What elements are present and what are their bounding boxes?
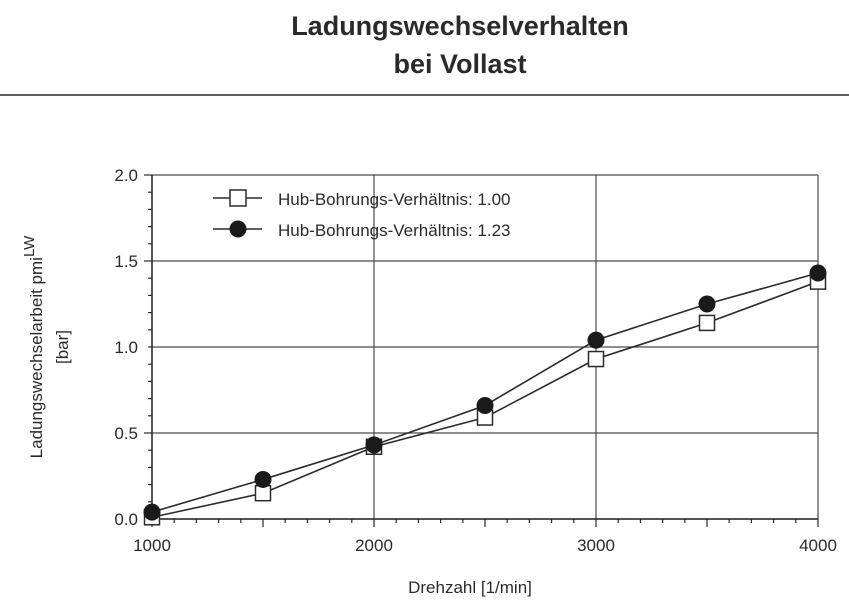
x-axis-label: Drehzahl [1/min] <box>408 578 532 597</box>
data-point-filled-circle <box>476 396 494 414</box>
data-point-open-square <box>698 314 716 332</box>
data-point-filled-circle <box>143 503 161 521</box>
data-point-filled-circle <box>698 295 716 313</box>
y-axis-unit: [bar] <box>53 330 72 364</box>
y-tick-label: 2.0 <box>114 166 138 185</box>
data-point-filled-circle <box>254 470 272 488</box>
y-tick-label: 0.0 <box>114 510 138 529</box>
y-tick-label: 1.0 <box>114 338 138 357</box>
series-line-2 <box>151 272 819 513</box>
x-tick-label: 3000 <box>577 536 615 555</box>
y-tick-label: 1.5 <box>114 252 138 271</box>
y-tick-label: 0.5 <box>114 424 138 443</box>
data-point-open-square <box>254 484 272 502</box>
y-axis-label-main: Ladungswechselarbeit pmi <box>27 257 46 458</box>
data-point-open-square <box>587 350 605 368</box>
chart-subtitle: bei Vollast <box>393 49 526 79</box>
x-tick-label: 2000 <box>355 536 393 555</box>
chart-title: Ladungswechselverhalten <box>291 11 629 41</box>
y-axis-label-subscript: LW <box>21 235 38 257</box>
legend: Hub-Bohrungs-Verhältnis: 1.00 Hub-Bohrun… <box>213 189 510 240</box>
data-point-filled-circle <box>587 331 605 349</box>
legend-marker-open-square <box>229 189 247 207</box>
x-tick-label: 4000 <box>799 536 837 555</box>
svg-text:Ladungswechselarbeit pmiLW: Ladungswechselarbeit pmiLW <box>21 235 46 459</box>
legend-label-1: Hub-Bohrungs-Verhältnis: 1.00 <box>278 190 510 209</box>
data-point-filled-circle <box>365 436 383 454</box>
y-axis-label: Ladungswechselarbeit pmiLW [bar] <box>21 235 72 459</box>
legend-label-2: Hub-Bohrungs-Verhältnis: 1.23 <box>278 221 510 240</box>
legend-marker-filled-circle <box>229 220 247 238</box>
data-point-filled-circle <box>809 264 827 282</box>
x-tick-label: 1000 <box>133 536 171 555</box>
tick-labels: 0.0 0.5 1.0 1.5 2.0 1000 2000 3000 4000 <box>114 166 837 555</box>
series <box>143 264 827 526</box>
